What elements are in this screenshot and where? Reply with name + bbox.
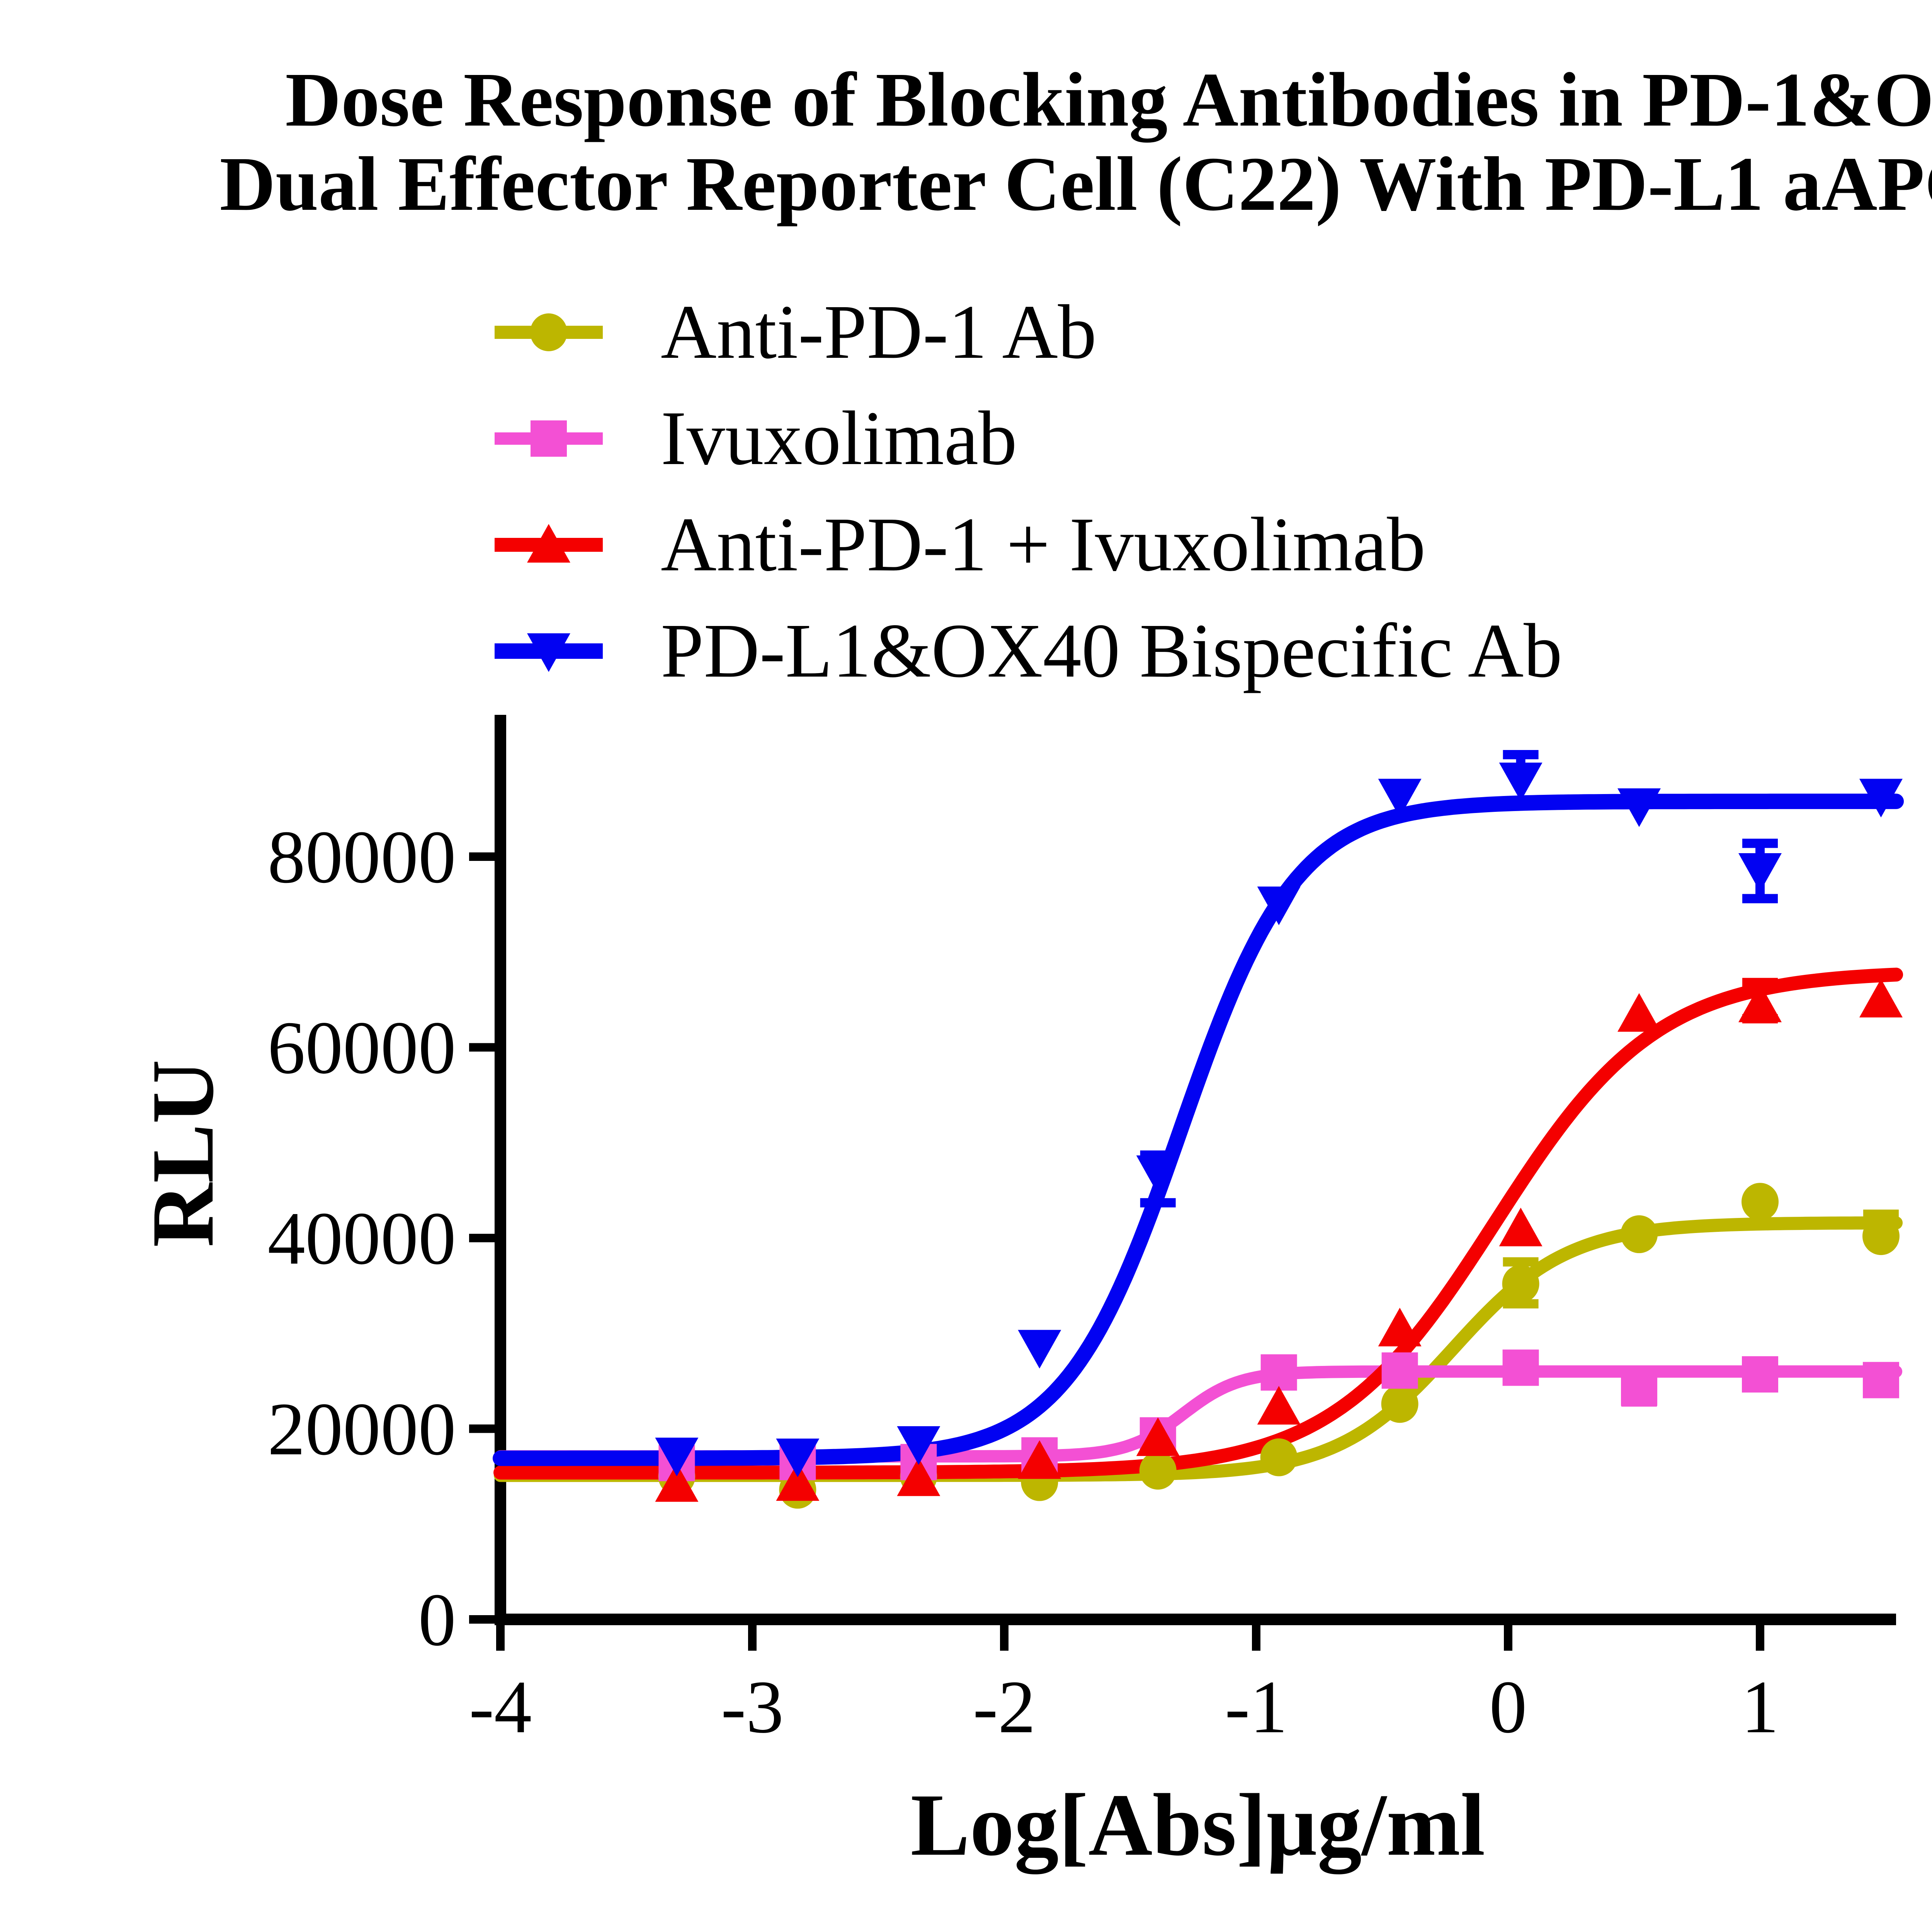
- y-tick-label: 20000: [268, 1388, 456, 1471]
- legend-item-anti-pd1-plus-ivuxolimab: Anti-PD-1 + Ivuxolimab: [495, 506, 1425, 583]
- legend-item-ivuxolimab: Ivuxolimab: [495, 400, 1017, 477]
- data-point-2-10: [1859, 979, 1903, 1018]
- data-point-2-8: [1617, 993, 1661, 1032]
- x-axis-title: Log[Abs]µg/ml: [910, 1776, 1485, 1874]
- data-point-0-10: [1862, 1217, 1900, 1255]
- chart-title-line2: Dual Effector Reporter Cell (C22) With P…: [219, 141, 1932, 227]
- legend-swatch-graphic: [495, 633, 603, 672]
- data-point-0-4: [1139, 1452, 1177, 1490]
- data-point-3-7: [1499, 762, 1543, 801]
- data-point-1-6: [1381, 1352, 1418, 1389]
- data-point-2-6: [1378, 1308, 1422, 1347]
- y-tick-label: 40000: [268, 1197, 456, 1280]
- data-point-2-9: [1738, 983, 1782, 1022]
- data-point-3-5: [1257, 886, 1301, 925]
- x-tick-label: -1: [1225, 1665, 1287, 1749]
- data-point-0-5: [1260, 1438, 1298, 1476]
- legend-swatch-graphic: [495, 524, 603, 563]
- legend-marker-circle-icon: [495, 305, 603, 359]
- data-point-3-4: [1136, 1155, 1180, 1194]
- data-point-2-0: [655, 1463, 699, 1502]
- data-point-3-10: [1859, 779, 1903, 818]
- data-point-1-10: [1862, 1362, 1899, 1398]
- data-point-3-3: [1018, 1330, 1061, 1369]
- data-point-3-8: [1617, 788, 1661, 827]
- circle-icon: [530, 313, 567, 351]
- legend-item-bispecific: PD-L1&OX40 Bispecific Ab: [495, 612, 1562, 690]
- curve-2: [493, 968, 1903, 1480]
- data-point-3-0: [655, 1437, 699, 1476]
- curve-3: [493, 793, 1904, 1466]
- legend-label: Anti-PD-1 Ab: [661, 289, 1097, 375]
- y-axis-title: RLU: [133, 1060, 232, 1247]
- data-point-2-3: [1018, 1440, 1061, 1479]
- x-tick-label: -4: [469, 1665, 532, 1749]
- chart-title: Dose Response of Blocking Antibodies in …: [0, 58, 1932, 226]
- curve-0: [494, 1216, 1903, 1482]
- triangle-up-icon: [527, 524, 570, 563]
- legend-label: PD-L1&OX40 Bispecific Ab: [661, 608, 1563, 694]
- chart-title-line1: Dose Response of Blocking Antibodies in …: [285, 57, 1932, 143]
- legend-label: Anti-PD-1 + Ivuxolimab: [661, 502, 1426, 587]
- square-icon: [531, 420, 567, 457]
- legend-label: Ivuxolimab: [661, 396, 1017, 481]
- data-point-2-4: [1136, 1417, 1180, 1456]
- data-point-1-9: [1742, 1356, 1778, 1393]
- data-point-1-5: [1260, 1354, 1297, 1391]
- legend-item-anti-pd1: Anti-PD-1 Ab: [495, 294, 1097, 371]
- y-tick-label: 80000: [268, 815, 456, 899]
- data-point-3-2: [897, 1426, 940, 1465]
- triangle-down-icon: [527, 633, 570, 672]
- x-tick-label: -3: [721, 1665, 784, 1749]
- y-tick-label: 60000: [268, 1006, 456, 1090]
- data-point-0-8: [1621, 1215, 1658, 1253]
- data-point-1-7: [1502, 1349, 1539, 1386]
- data-point-2-2: [897, 1457, 940, 1496]
- legend-swatch-graphic: [495, 313, 603, 351]
- curve-1: [494, 1365, 1903, 1463]
- y-tick-label: 0: [418, 1578, 456, 1662]
- data-point-0-7: [1502, 1265, 1539, 1303]
- data-point-3-6: [1378, 779, 1422, 818]
- data-point-2-7: [1499, 1208, 1543, 1247]
- x-tick-label: 1: [1741, 1665, 1779, 1749]
- x-tick-label: 0: [1489, 1665, 1527, 1749]
- data-point-3-9: [1738, 853, 1782, 892]
- legend-swatch-graphic: [495, 420, 603, 457]
- legend-marker-triangle-up-icon: [495, 518, 603, 572]
- data-point-0-9: [1742, 1183, 1779, 1221]
- data-point-0-6: [1381, 1385, 1418, 1423]
- data-point-2-1: [776, 1462, 820, 1501]
- legend-marker-square-icon: [495, 412, 603, 466]
- data-point-1-8: [1621, 1369, 1658, 1406]
- x-tick-label: -2: [973, 1665, 1036, 1749]
- data-point-3-1: [776, 1439, 820, 1478]
- data-point-2-5: [1257, 1386, 1301, 1425]
- legend-marker-triangle-down-icon: [495, 624, 603, 678]
